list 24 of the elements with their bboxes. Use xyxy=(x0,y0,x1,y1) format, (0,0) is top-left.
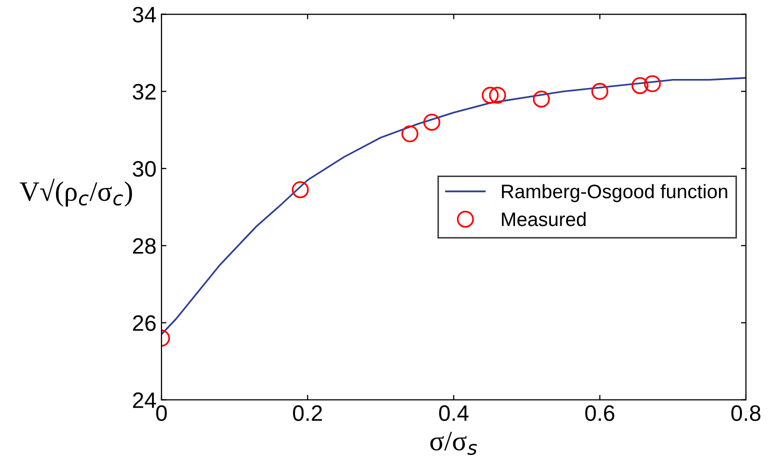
point xyxy=(482,86,499,104)
x-tick-label: 0.2 xyxy=(293,405,322,422)
point xyxy=(644,75,661,92)
y-axis-title: V√(ρ$_{c}$/σ$_{c}$) xyxy=(20,178,132,207)
point xyxy=(489,86,506,104)
point xyxy=(423,114,440,131)
point xyxy=(632,77,648,94)
x-tick-label: 0.6 xyxy=(585,405,614,422)
legend-label: Measured xyxy=(502,212,586,226)
point xyxy=(401,125,418,142)
point xyxy=(532,90,550,108)
y-tick-label: 24 xyxy=(133,392,156,408)
x-tick-label: 0 xyxy=(156,405,167,422)
y-tick-label: 26 xyxy=(133,315,156,331)
y-tick-label: 34 xyxy=(132,6,156,23)
point xyxy=(292,181,309,198)
x-tick-label: 0.4 xyxy=(439,405,469,422)
x-tick-label: 0.8 xyxy=(731,405,760,422)
y-tick-label: 28 xyxy=(133,238,156,254)
y-tick-label: 32 xyxy=(132,84,156,100)
point xyxy=(591,82,608,100)
y-tick-label: 30 xyxy=(132,161,156,177)
x-axis-title: σ/σ$_{s}$ xyxy=(430,432,477,456)
legend-label: Ramberg-Osgood function xyxy=(502,184,728,202)
